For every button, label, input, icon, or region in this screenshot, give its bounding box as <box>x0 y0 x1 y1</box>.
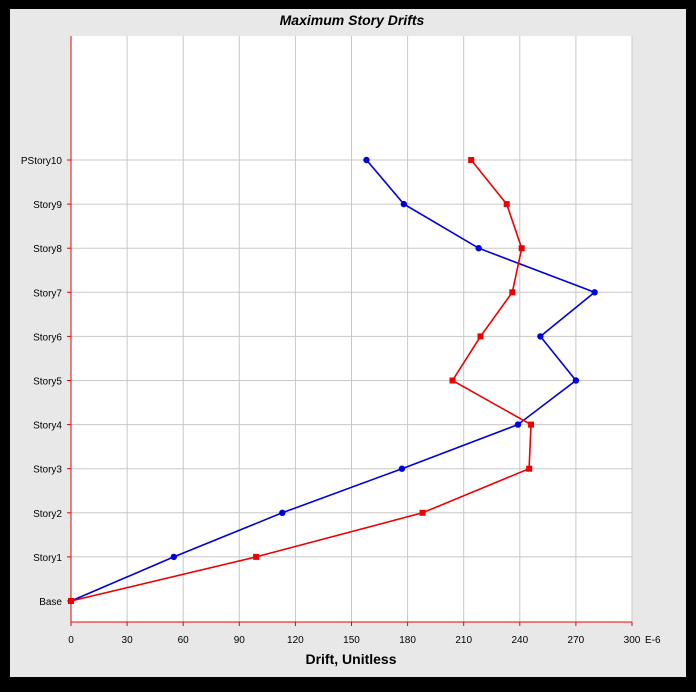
y-tick-label: Story9 <box>33 200 62 211</box>
data-point <box>449 377 456 384</box>
series-blue <box>67 156 598 605</box>
data-point <box>279 509 286 516</box>
data-point <box>475 245 482 252</box>
y-tick-label: Story7 <box>33 288 62 299</box>
x-tick-label: 90 <box>234 635 246 646</box>
x-tick-label: 0 <box>68 635 74 646</box>
y-tick-label: Story5 <box>33 377 62 388</box>
data-point <box>468 157 475 163</box>
data-point <box>400 200 408 208</box>
x-tick-label: 300 <box>624 635 641 646</box>
x-tick-label: 120 <box>287 635 304 646</box>
y-tick-label: Story6 <box>33 332 62 343</box>
series-red <box>68 157 535 604</box>
x-unit-suffix: E-6 <box>645 635 661 646</box>
y-tick-label: Story2 <box>33 509 62 520</box>
x-ticks: 0 30 60 90 120 150 180 210 240 270 300 <box>68 622 641 646</box>
data-point <box>503 201 510 208</box>
data-point <box>253 553 260 560</box>
x-tick-label: 150 <box>343 635 360 646</box>
y-tick-label: Story3 <box>33 465 62 476</box>
x-tick-label: 30 <box>122 635 134 646</box>
data-point <box>518 245 525 252</box>
y-tick-label: Story4 <box>33 421 62 432</box>
y-tick-label: Base <box>39 597 62 608</box>
x-tick-label: 210 <box>455 635 472 646</box>
series-layer <box>67 156 598 605</box>
y-tick-label: Story8 <box>33 244 62 255</box>
x-tick-label: 180 <box>399 635 416 646</box>
x-tick-label: 240 <box>511 635 528 646</box>
data-point <box>68 598 74 604</box>
y-tick-label: Story1 <box>33 553 62 564</box>
chart-title: Maximum Story Drifts <box>280 12 425 28</box>
data-point <box>170 553 178 561</box>
data-point <box>526 465 533 472</box>
data-point <box>537 333 544 340</box>
data-point <box>528 421 535 428</box>
data-point <box>572 377 580 384</box>
x-tick-label: 270 <box>568 635 585 646</box>
data-point <box>591 289 598 296</box>
data-point <box>419 509 426 516</box>
grid <box>71 36 633 622</box>
data-point <box>363 156 370 164</box>
x-tick-label: 60 <box>178 635 190 646</box>
x-axis-label: Drift, Unitless <box>305 651 396 667</box>
data-point <box>398 465 406 472</box>
y-ticks: Base Story1 Story2 Story3 Story4 Story5 Story6… <box>21 156 71 608</box>
data-point <box>509 289 516 296</box>
data-point <box>514 421 522 428</box>
y-tick-label: PStory10 <box>21 156 63 167</box>
data-point <box>477 333 484 340</box>
